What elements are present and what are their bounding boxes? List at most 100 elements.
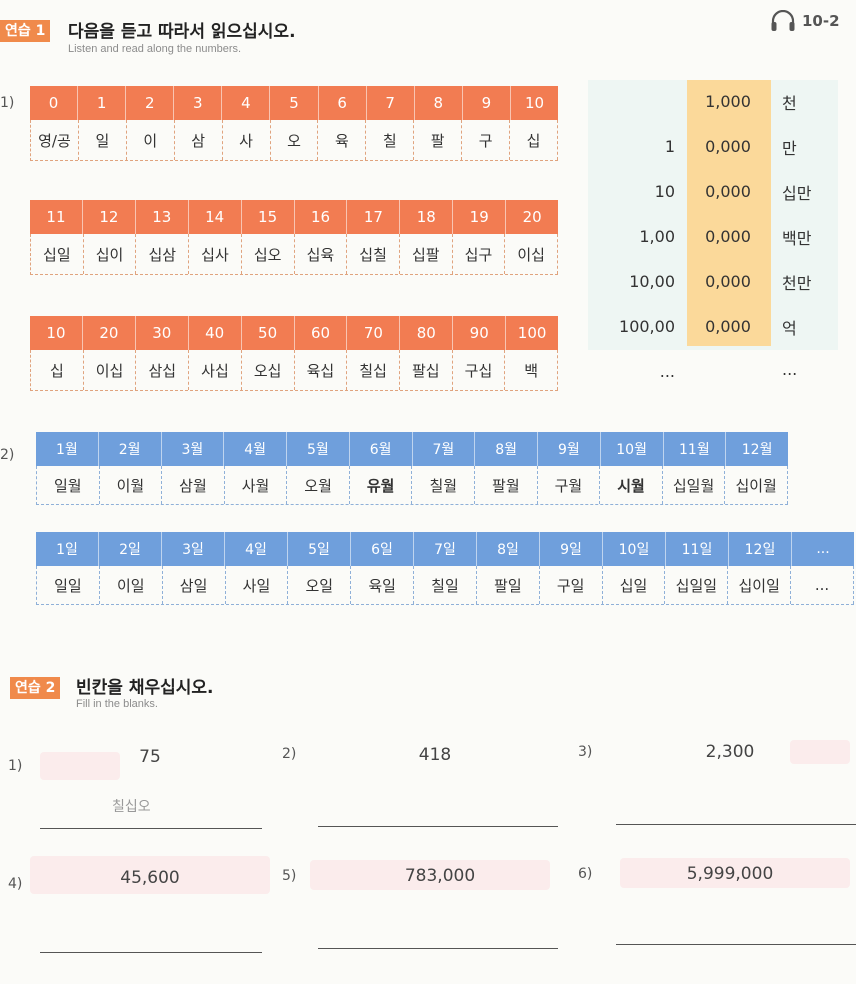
days-word-cell: ... bbox=[791, 566, 854, 604]
digits-word-cell: 사 bbox=[223, 120, 271, 160]
tens-number-cell: 70 bbox=[347, 316, 401, 350]
exercise-1-title: 다음을 듣고 따라서 읽으십시오. bbox=[68, 22, 296, 42]
days-word-cell: 구일 bbox=[540, 566, 603, 604]
blank-2-value: 418 bbox=[418, 745, 452, 765]
digits-word-cell: 구 bbox=[462, 120, 511, 160]
place-value-mid: 0,000 bbox=[705, 272, 751, 291]
teens-word-cell: 십구 bbox=[453, 234, 506, 274]
audio-track[interactable]: 10-2 bbox=[770, 10, 840, 32]
months-number-cell: 10월 bbox=[601, 432, 664, 466]
audio-track-number: 10-2 bbox=[802, 12, 840, 30]
days-number-cell: 3일 bbox=[162, 532, 225, 566]
days-word-cell: 사일 bbox=[226, 566, 289, 604]
exercise-2-title: 빈칸을 채우십시오. bbox=[76, 678, 214, 698]
months-number-cell: 12월 bbox=[741, 442, 773, 458]
digits-number-cell: 9 bbox=[463, 86, 511, 120]
blank-5-value: 783,000 bbox=[404, 866, 476, 886]
days-word-cell: 이일 bbox=[100, 566, 163, 604]
days-number-cell: 2일 bbox=[99, 532, 162, 566]
digits-number-cell: 10 bbox=[524, 94, 545, 112]
months-word-cell: 이월 bbox=[100, 466, 163, 504]
days-word-cell: 십일 bbox=[603, 566, 666, 604]
tens-number-row: 10 20 30 40 50 60 70 80 90 100 bbox=[30, 316, 558, 350]
part-2-label: 2) bbox=[0, 447, 15, 463]
headphones-icon bbox=[771, 10, 795, 31]
months-word-cell: 십이월 bbox=[725, 466, 788, 504]
digits-number-cell: 0 bbox=[30, 86, 79, 120]
tens-table: 10 20 30 40 50 60 70 80 90 100 십 이십 삼십 사십 오십 육십 칠십 팔십 구십 백 bbox=[30, 316, 559, 391]
blank-3-number: 3) bbox=[578, 744, 593, 760]
blank-4-number: 4) bbox=[8, 876, 23, 892]
tens-word-cell: 오십 bbox=[242, 350, 295, 390]
blank-5-number: 5) bbox=[282, 868, 297, 884]
blank-5-answer-line[interactable] bbox=[318, 948, 558, 949]
months-word-cell: 오월 bbox=[287, 466, 350, 504]
tens-number-cell: 50 bbox=[242, 316, 295, 350]
blank-3-value: 2,300 bbox=[705, 742, 755, 762]
blank-1-value: 75 bbox=[139, 747, 161, 767]
blank-6-value: 5,999,000 bbox=[686, 864, 774, 884]
days-number-cell: 7일 bbox=[414, 532, 477, 566]
place-value-left: 1,00 bbox=[639, 227, 675, 246]
teens-number-cell: 15 bbox=[242, 200, 295, 234]
blank-4-answer-line[interactable] bbox=[40, 952, 262, 953]
months-number-cell: 9월 bbox=[538, 432, 601, 466]
teens-word-cell: 십칠 bbox=[347, 234, 400, 274]
months-word-cell: 시월 bbox=[600, 466, 663, 504]
days-word-cell: 오일 bbox=[288, 566, 352, 604]
months-table: 1월 2월 3월 4월 5월 6월 7월 8월 9월 10월 11월 12월 일월 이월 삼월 사월 오월 유월 칠… bbox=[36, 432, 788, 505]
place-value-mid: 0,000 bbox=[705, 227, 751, 246]
days-word-cell: 팔일 bbox=[477, 566, 540, 604]
blank-6-answer-line[interactable] bbox=[616, 944, 856, 945]
tens-word-cell: 삼십 bbox=[136, 350, 190, 390]
tens-word-cell: 백 bbox=[505, 350, 559, 390]
tens-word-cell: 사십 bbox=[189, 350, 242, 390]
months-number-cell: 6월 bbox=[350, 432, 413, 466]
teens-number-cell: 19 bbox=[453, 200, 507, 234]
days-word-cell: 일일 bbox=[37, 566, 100, 604]
days-number-cell: 6일 bbox=[351, 532, 414, 566]
months-word-cell: 칠월 bbox=[412, 466, 476, 504]
teens-number-cell: 12 bbox=[83, 200, 136, 234]
months-word-cell: 삼월 bbox=[162, 466, 225, 504]
days-number-cell: 12일 bbox=[729, 532, 792, 566]
months-number-cell: 2월 bbox=[99, 432, 162, 466]
place-value-row: ...... bbox=[590, 352, 840, 396]
days-number-cell: 9일 bbox=[540, 532, 603, 566]
months-word-cell: 팔월 bbox=[475, 466, 538, 504]
months-number-cell: 11월 bbox=[664, 432, 727, 466]
digits-number-row: 0 1 2 3 4 5 6 7 8 9 10 bbox=[30, 86, 558, 120]
blank-1-number: 1) bbox=[8, 758, 23, 774]
months-word-row: 일월 이월 삼월 사월 오월 유월 칠월 팔월 구월 시월 십일월 십이월 bbox=[36, 466, 788, 505]
months-word-cell: 십일월 bbox=[663, 466, 726, 504]
blank-2-answer-line[interactable] bbox=[318, 826, 558, 827]
place-value-mid: 0,000 bbox=[705, 317, 751, 336]
months-word-cell: 유월 bbox=[350, 466, 413, 504]
place-value-left: ... bbox=[659, 362, 675, 381]
digits-number-cell: 8 bbox=[415, 86, 463, 120]
teens-word-cell: 십이 bbox=[84, 234, 137, 274]
tens-number-cell: 20 bbox=[83, 316, 136, 350]
blank-1-answer-line[interactable] bbox=[40, 828, 262, 829]
teens-number-cell: 20 bbox=[522, 208, 542, 226]
blank-3-answer-line[interactable] bbox=[616, 824, 856, 825]
months-number-cell: 3월 bbox=[162, 432, 225, 466]
exercise-2-subtitle: Fill in the blanks. bbox=[76, 698, 158, 710]
days-number-cell: 5일 bbox=[288, 532, 351, 566]
tens-number-cell: 80 bbox=[400, 316, 454, 350]
digits-number-cell: 7 bbox=[367, 86, 415, 120]
days-word-cell: 십이일 bbox=[728, 566, 792, 604]
place-value-unit: 백만 bbox=[782, 229, 812, 248]
exercise-1-badge: 연습 1 bbox=[0, 20, 51, 42]
months-word-cell: 일월 bbox=[37, 466, 100, 504]
place-value-left: 100,00 bbox=[619, 317, 675, 336]
teens-number-cell: 17 bbox=[347, 200, 401, 234]
digits-table: 0 1 2 3 4 5 6 7 8 9 10 영/공 일 이 삼 사 오 육 칠 팔 구 십 bbox=[30, 86, 558, 161]
place-value-unit: 천만 bbox=[782, 274, 812, 293]
digits-word-cell: 팔 bbox=[414, 120, 463, 160]
teens-table: 11 12 13 14 15 16 17 18 19 20 십일 십이 십삼 십사 십오 십육 십칠 십팔 십구 이십 bbox=[30, 200, 559, 275]
place-value-left: 1 bbox=[664, 137, 675, 156]
tens-word-cell: 육십 bbox=[295, 350, 348, 390]
place-value-highlight bbox=[687, 80, 771, 346]
teens-number-cell: 11 bbox=[30, 200, 83, 234]
